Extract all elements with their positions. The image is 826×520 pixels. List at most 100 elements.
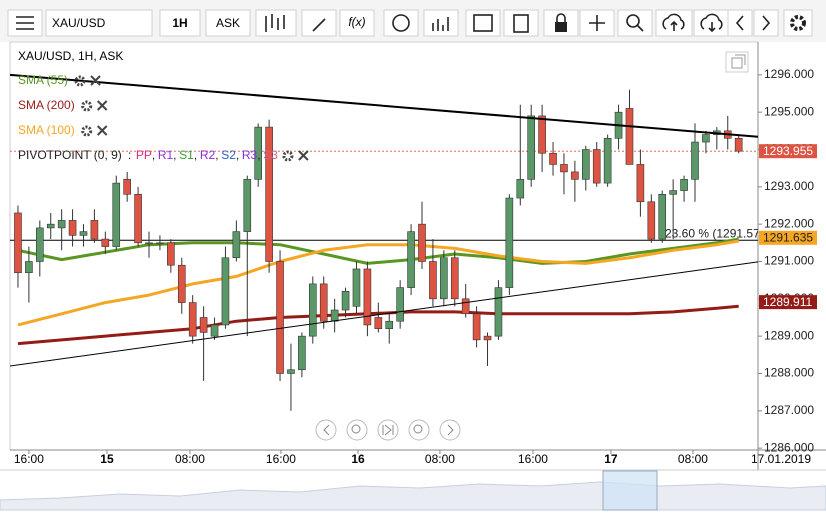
pivot-level: S1 (179, 148, 194, 162)
next-button[interactable] (753, 9, 779, 37)
period-button[interactable] (159, 9, 201, 37)
candle-body (287, 369, 295, 374)
x-tick-label: 16:00 (266, 452, 296, 466)
candle-body (276, 261, 284, 374)
draw-button[interactable] (301, 9, 337, 37)
menu-button[interactable] (7, 9, 43, 37)
candle-body (232, 231, 241, 259)
prev-button[interactable] (727, 9, 753, 37)
pivot-level: PP (136, 148, 152, 162)
zoom-icon (626, 14, 640, 28)
scroll-right-button[interactable] (439, 419, 461, 441)
candle-body (374, 317, 383, 329)
pivot-level: R2 (200, 148, 216, 162)
navigator-window[interactable] (602, 470, 658, 511)
scroll-right-icon (447, 424, 454, 436)
legend-settings[interactable] (81, 100, 93, 112)
candle-body (385, 320, 394, 329)
candle-body (177, 264, 186, 303)
candle-body (407, 231, 415, 288)
sma-line (17, 237, 739, 265)
zoom-in-button[interactable] (408, 419, 430, 441)
candle-body (330, 309, 339, 322)
x-tick-label: 08:00 (175, 452, 205, 466)
zoom-out-button[interactable] (346, 419, 368, 441)
candle-body (167, 242, 175, 266)
candle-body (581, 149, 590, 180)
legend-remove[interactable] (298, 150, 309, 161)
price-label-box (759, 144, 817, 159)
candle-body (188, 302, 197, 337)
trendline (10, 73, 758, 138)
next-icon (762, 15, 771, 31)
side-button[interactable] (205, 9, 251, 37)
candle-body (603, 138, 612, 184)
price-label: 1289.911 (763, 295, 812, 309)
x-tick-label: 15 (100, 452, 114, 466)
scroll-left-button[interactable] (315, 419, 337, 441)
candle-body (199, 317, 208, 333)
symbol-select[interactable] (45, 9, 153, 37)
report-icon (513, 14, 529, 33)
x-tick-label: 17 (604, 452, 618, 466)
pivot-name: PIVOTPOINT (0, 9) (18, 148, 122, 162)
candle-body (156, 242, 164, 245)
volume-button[interactable] (423, 9, 459, 37)
candle-body (516, 179, 525, 199)
lock-icon (555, 22, 567, 32)
legend-settings[interactable] (74, 75, 86, 87)
candle-body (112, 182, 121, 247)
legend-remove[interactable] (96, 100, 108, 111)
legend-remove[interactable] (96, 125, 108, 136)
y-tick-label: 1296.000 (764, 67, 814, 81)
candle-body (14, 212, 22, 273)
reset-button[interactable] (377, 419, 399, 441)
x-tick-label: 08:00 (678, 452, 708, 466)
candle-body (68, 220, 77, 236)
candle-body (549, 152, 557, 165)
y-tick-label: 1292.000 (764, 216, 814, 230)
legend-label: SMA (200) (18, 98, 75, 112)
fx-icon: f(x) (348, 15, 365, 29)
legend-settings[interactable] (282, 150, 294, 162)
legend-remove[interactable] (90, 75, 101, 86)
candle-body (46, 223, 55, 229)
candle-body (592, 149, 601, 184)
candle-body (680, 179, 688, 191)
plot-area: 23.60 % (1291.57) (10, 73, 764, 411)
y-tick-label: 1295.000 (764, 104, 814, 118)
fib-label: 23.60 % (1291.57) (665, 226, 764, 240)
price-label: 1293.955 (763, 144, 813, 158)
symbol-text: XAU/USD (52, 16, 106, 30)
detach-icon (731, 54, 746, 69)
upload-icon (662, 13, 685, 31)
chart-type-button[interactable] (255, 9, 297, 37)
candle-body (450, 257, 459, 300)
zoom-button[interactable] (617, 9, 653, 37)
candle-body (57, 220, 66, 229)
candle-body (319, 283, 328, 322)
pivot-sep: , (257, 148, 260, 162)
settings-button[interactable] (783, 9, 813, 37)
draw-icon (312, 18, 326, 32)
pivot-sep: : (128, 148, 131, 162)
date-label: 17.01.2019 (751, 452, 811, 466)
x-tick-label: 16:00 (518, 452, 548, 466)
candle-body (560, 164, 568, 173)
legend-label: SMA (55) (18, 73, 68, 87)
candle-body (221, 257, 230, 326)
candle-body (352, 268, 361, 307)
legend-settings[interactable] (81, 125, 93, 137)
candle-body (210, 324, 219, 337)
candle-body (691, 141, 699, 180)
info-button[interactable] (383, 9, 419, 37)
calendar-button[interactable] (465, 9, 501, 37)
candle-body (363, 268, 372, 326)
zoom-in-icon (413, 424, 423, 434)
y-tick-label: 1289.000 (764, 328, 814, 342)
candle-body (669, 190, 677, 195)
indicator-button[interactable] (339, 9, 375, 37)
pivot-level: R1 (158, 148, 174, 162)
candle-body (440, 257, 448, 300)
zoom-controls (315, 419, 461, 441)
